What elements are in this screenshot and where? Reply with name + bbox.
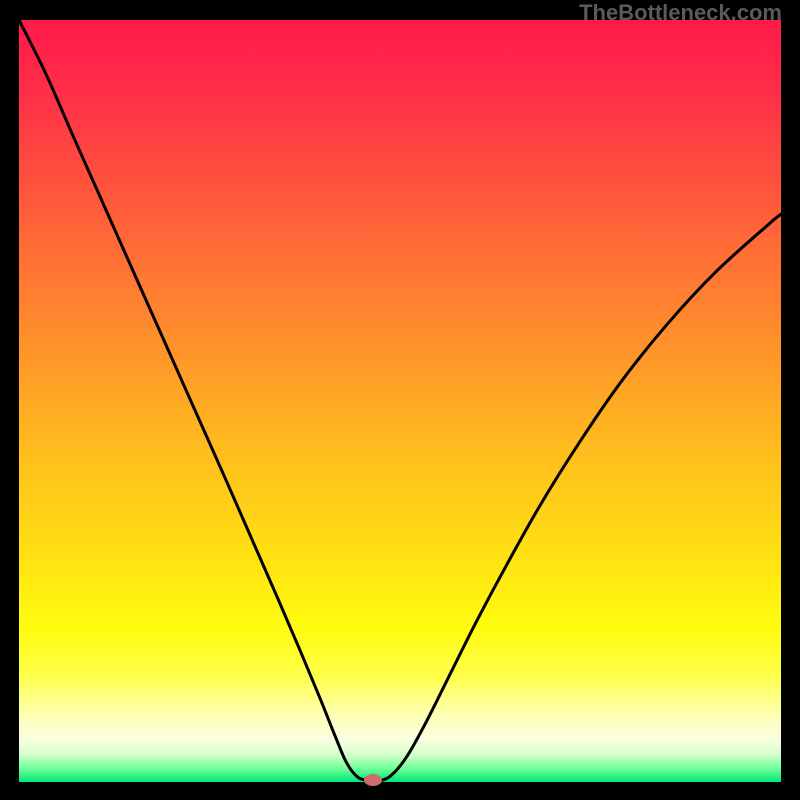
chart-container: TheBottleneck.com — [0, 0, 800, 800]
optimal-point-marker — [364, 774, 382, 786]
plot-area — [19, 20, 781, 782]
watermark-text: TheBottleneck.com — [579, 0, 782, 26]
bottleneck-curve — [19, 20, 781, 782]
